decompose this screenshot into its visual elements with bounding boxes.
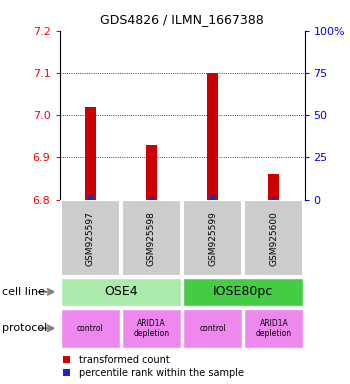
Text: control: control xyxy=(77,324,104,333)
Text: protocol: protocol xyxy=(2,323,47,333)
Text: GSM925597: GSM925597 xyxy=(86,211,94,265)
Text: OSE4: OSE4 xyxy=(104,285,138,298)
Bar xyxy=(122,309,181,348)
Text: cell line: cell line xyxy=(2,287,45,297)
Bar xyxy=(146,145,157,200)
Bar xyxy=(61,200,120,276)
Bar xyxy=(183,309,242,348)
Text: percentile rank within the sample: percentile rank within the sample xyxy=(79,368,244,378)
Text: ARID1A
depletion: ARID1A depletion xyxy=(256,319,292,338)
Bar xyxy=(149,198,154,200)
Text: GSM925598: GSM925598 xyxy=(147,211,156,265)
Bar xyxy=(61,278,181,306)
Text: GSM925599: GSM925599 xyxy=(208,211,217,265)
Bar xyxy=(183,200,242,276)
Bar xyxy=(61,309,120,348)
Bar xyxy=(207,73,218,200)
Text: control: control xyxy=(199,324,226,333)
Bar xyxy=(122,200,181,276)
Text: transformed count: transformed count xyxy=(79,355,169,365)
Bar xyxy=(268,174,279,200)
Bar xyxy=(244,200,303,276)
Text: GSM925600: GSM925600 xyxy=(270,211,278,265)
Text: ARID1A
depletion: ARID1A depletion xyxy=(133,319,169,338)
Text: GDS4826 / ILMN_1667388: GDS4826 / ILMN_1667388 xyxy=(100,13,264,26)
Bar xyxy=(85,107,96,200)
Bar xyxy=(183,278,303,306)
Bar xyxy=(210,195,215,200)
Bar xyxy=(244,309,303,348)
Bar xyxy=(272,198,276,200)
Text: IOSE80pc: IOSE80pc xyxy=(213,285,273,298)
Bar xyxy=(88,195,92,200)
